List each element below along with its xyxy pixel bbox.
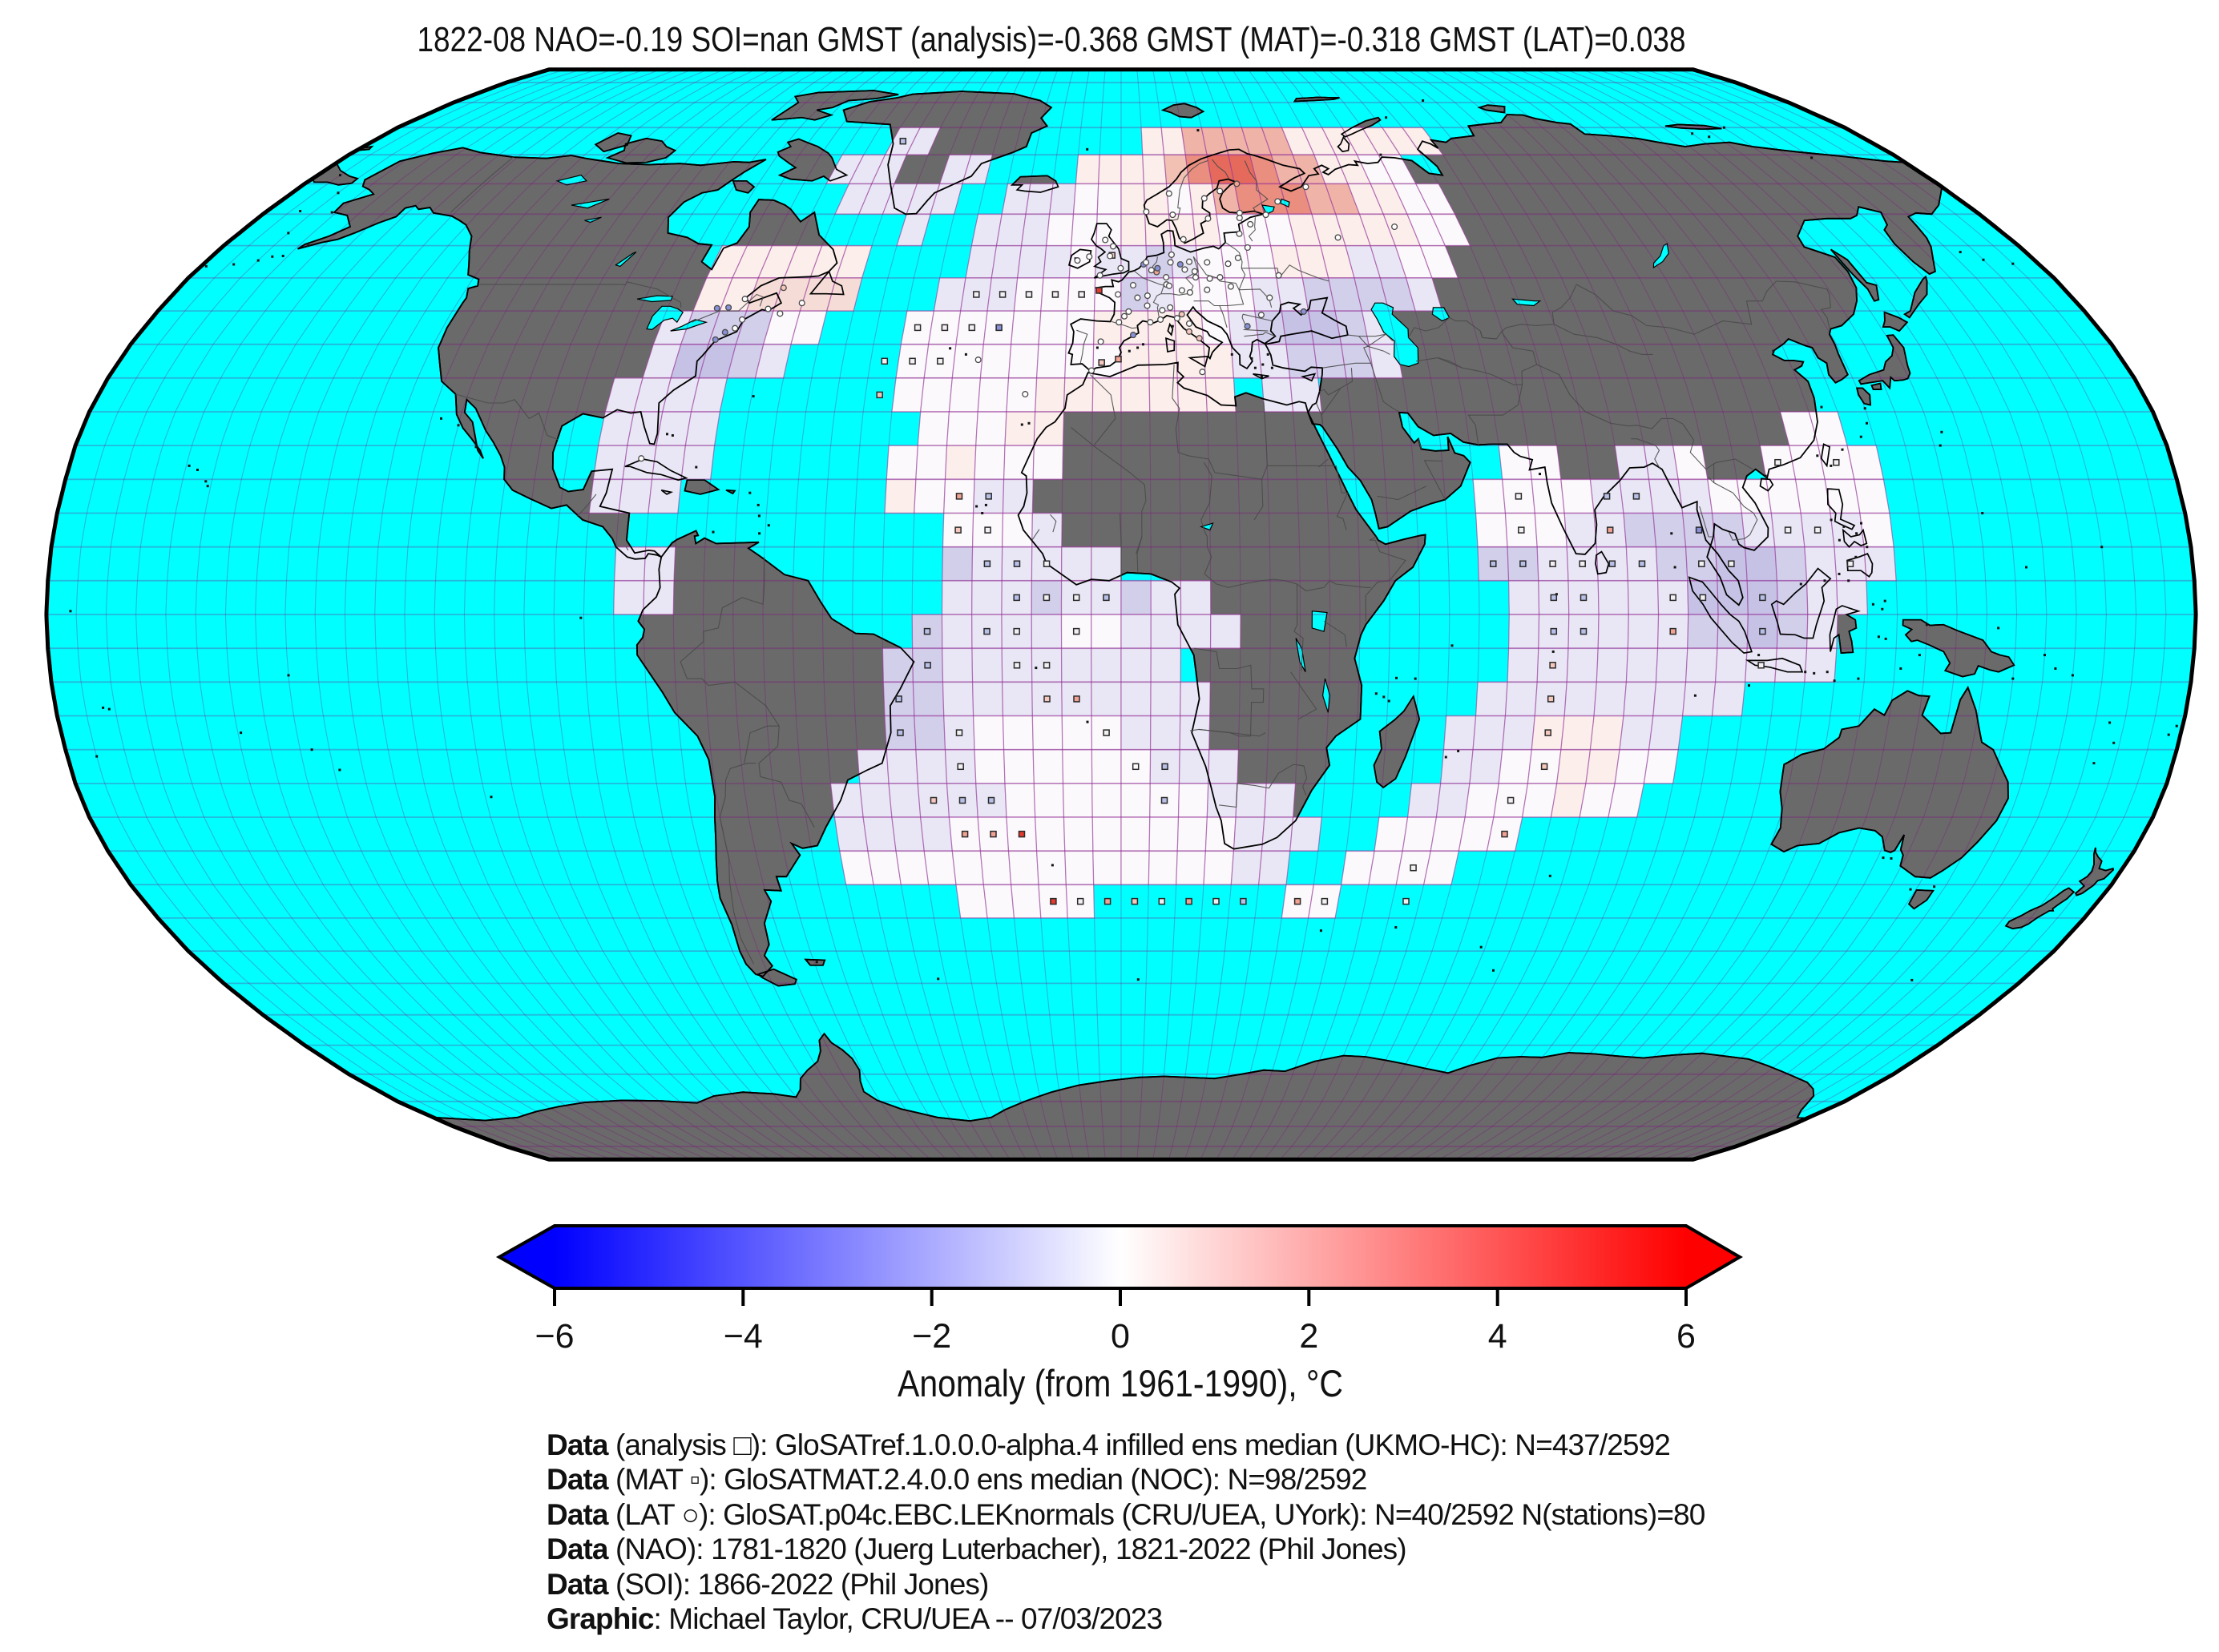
svg-text:−6: −6 bbox=[535, 1317, 574, 1356]
svg-text:Data (LAT ○): GloSAT.p04c.EBC.: Data (LAT ○): GloSAT.p04c.EBC.LEKnormals… bbox=[547, 1498, 1705, 1531]
svg-text:Graphic: Michael Taylor, CRU/U: Graphic: Michael Taylor, CRU/UEA -- 07/0… bbox=[547, 1602, 1162, 1635]
svg-text:Data (SOI): 1866-2022 (Phil Jo: Data (SOI): 1866-2022 (Phil Jones) bbox=[547, 1568, 988, 1601]
svg-text:Data (NAO): 1781-1820 (Juerg L: Data (NAO): 1781-1820 (Juerg Luterbacher… bbox=[547, 1533, 1406, 1565]
svg-text:2: 2 bbox=[1299, 1317, 1318, 1356]
svg-text:6: 6 bbox=[1676, 1317, 1696, 1356]
svg-text:−2: −2 bbox=[912, 1317, 951, 1356]
svg-text:Anomaly (from 1961-1990), °C: Anomaly (from 1961-1990), °C bbox=[898, 1362, 1343, 1404]
svg-text:−4: −4 bbox=[724, 1317, 763, 1356]
svg-text:1822-08 NAO=-0.19 SOI=nan GMST: 1822-08 NAO=-0.19 SOI=nan GMST (analysis… bbox=[418, 21, 1686, 59]
svg-text:Data (MAT ▫): GloSATMAT.2.4.0.: Data (MAT ▫): GloSATMAT.2.4.0.0 ens medi… bbox=[547, 1463, 1367, 1496]
svg-text:4: 4 bbox=[1488, 1317, 1507, 1356]
svg-text:Data (analysis □): GloSATref.1: Data (analysis □): GloSATref.1.0.0.0-alp… bbox=[547, 1428, 1670, 1461]
svg-text:0: 0 bbox=[1111, 1317, 1130, 1356]
